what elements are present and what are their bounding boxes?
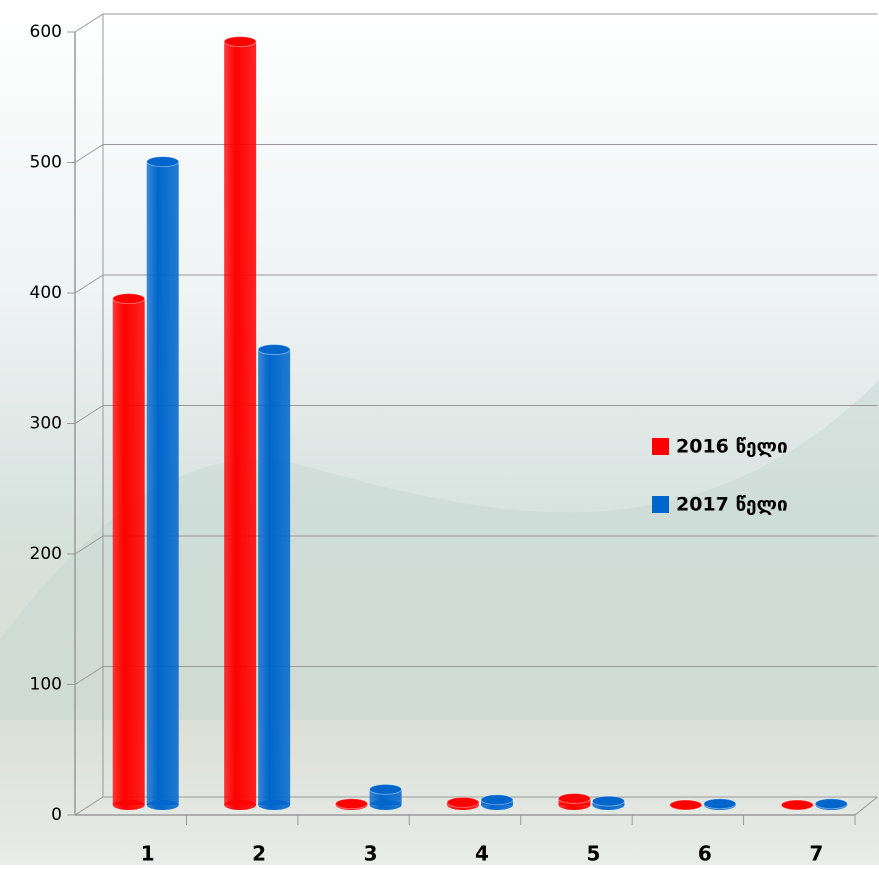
x-tick-label: 5	[586, 842, 600, 866]
legend-swatch	[652, 496, 669, 513]
bar-top	[592, 796, 624, 806]
bar	[224, 42, 256, 805]
bar-top	[224, 37, 256, 47]
chart: 0 100 200 300 400 500 600 1 2 3 4 5 6 7 2016 წელი 2017 …	[0, 0, 879, 865]
legend-swatch	[652, 438, 669, 455]
bar-base	[258, 800, 290, 810]
y-tick-label: 300	[30, 414, 62, 434]
x-tick-label: 2	[252, 842, 266, 866]
bar-top	[447, 797, 479, 807]
bar-base	[370, 800, 402, 810]
bar	[147, 162, 179, 805]
bar-base	[113, 800, 145, 810]
x-tick-label: 7	[809, 842, 823, 866]
bar-top	[815, 799, 847, 809]
x-tick-label: 6	[698, 842, 712, 866]
bar-base	[224, 800, 256, 810]
bar-top	[670, 800, 702, 810]
bar-top	[258, 345, 290, 355]
bar-top	[481, 795, 513, 805]
bar-top	[147, 157, 179, 167]
legend-label: 2016 წელი	[676, 436, 788, 458]
y-tick-label: 400	[30, 283, 62, 303]
bar	[258, 350, 290, 805]
bar-top	[336, 799, 368, 809]
bar-top	[704, 799, 736, 809]
legend-label: 2017 წელი	[676, 494, 788, 516]
y-tick-label: 100	[30, 675, 62, 695]
x-tick-label: 4	[475, 842, 489, 866]
bar-top	[370, 784, 402, 794]
y-tick-label: 200	[30, 544, 62, 564]
bar-top	[113, 294, 145, 304]
y-tick-label: 500	[30, 153, 62, 173]
x-tick-label: 1	[141, 842, 155, 866]
bar	[113, 299, 145, 805]
bar-base	[147, 800, 179, 810]
bar-top	[781, 800, 813, 810]
bar-top	[558, 793, 590, 803]
y-tick-label: 600	[30, 22, 62, 42]
y-tick-label: 0	[51, 805, 62, 825]
x-tick-label: 3	[364, 842, 378, 866]
